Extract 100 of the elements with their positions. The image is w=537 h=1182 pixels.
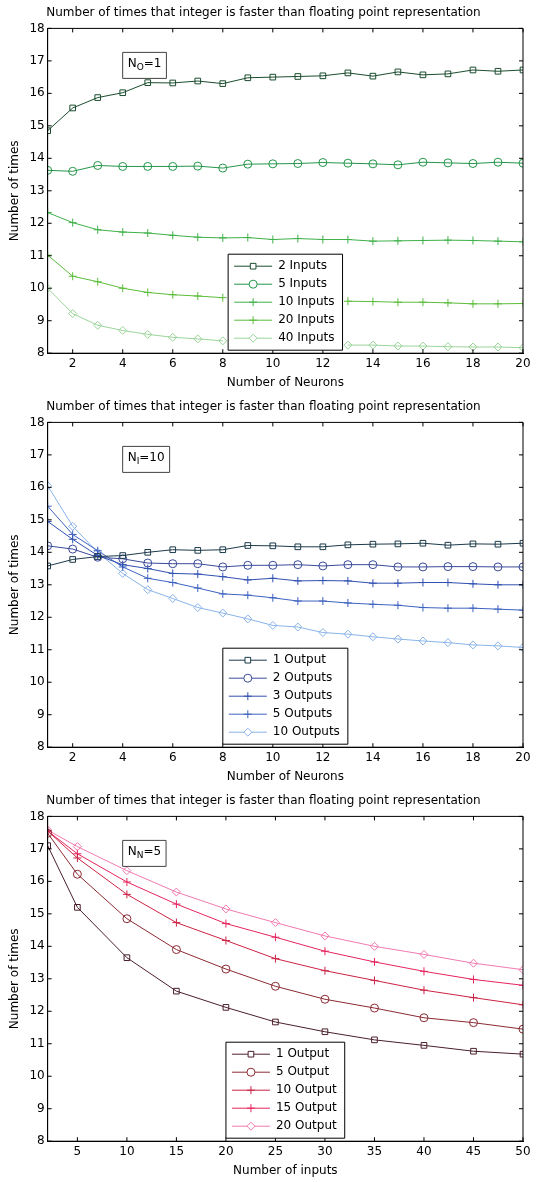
point (119, 552, 127, 559)
point (493, 562, 503, 572)
point (318, 596, 328, 606)
point (122, 866, 132, 876)
point (168, 568, 178, 578)
point (93, 320, 103, 330)
point (293, 234, 303, 244)
point (393, 634, 403, 644)
y-tick-label: 10 (29, 280, 45, 295)
point (219, 546, 227, 554)
point (171, 945, 181, 955)
point (368, 632, 378, 642)
legend-label: 40 Inputs (278, 330, 335, 345)
point (320, 931, 330, 941)
x-tick-label: 4 (118, 355, 127, 370)
legend-label: 20 Inputs (278, 312, 335, 327)
point (118, 325, 128, 335)
legend-label: 15 Output (275, 1100, 338, 1115)
point (443, 158, 453, 168)
point (493, 580, 503, 590)
point (193, 291, 203, 301)
x-tick-label: 8 (218, 355, 227, 370)
point (74, 904, 81, 911)
point (218, 233, 228, 243)
point (119, 89, 127, 97)
point (320, 966, 330, 976)
point (243, 159, 253, 169)
point (368, 599, 378, 609)
point (468, 342, 478, 352)
y-tick-label: 14 (29, 150, 45, 165)
point (468, 603, 478, 613)
legend-label: 1 Output (275, 1046, 330, 1061)
x-tick-label: 8 (218, 749, 227, 764)
point (393, 562, 403, 572)
x-tick-label: 45 (465, 1143, 482, 1158)
point (418, 341, 428, 351)
point (419, 966, 429, 976)
point (444, 70, 452, 78)
point (394, 540, 402, 548)
point (268, 593, 278, 603)
point (393, 578, 403, 588)
point (118, 283, 128, 293)
x-tick-label: 12 (315, 749, 331, 764)
point (218, 293, 228, 303)
legend-label: 20 Output (275, 1118, 338, 1133)
point (168, 578, 178, 588)
legend-label: 5 Inputs (278, 276, 327, 291)
y-tick-label: 15 (29, 511, 45, 526)
point (69, 556, 77, 563)
point (218, 163, 228, 173)
point (118, 554, 128, 564)
point (218, 336, 228, 346)
legend-label: 5 Output (275, 1064, 330, 1079)
x-tick-label: 4 (118, 749, 127, 764)
point (469, 540, 477, 548)
point (68, 534, 78, 544)
x-tick-label: 20 (218, 1143, 234, 1158)
point (193, 334, 203, 344)
point (369, 975, 379, 985)
point (368, 297, 378, 307)
legend-label: 10 Output (275, 1082, 338, 1097)
point (218, 562, 228, 572)
point (293, 159, 303, 169)
y-tick-label: 14 (29, 544, 45, 559)
point (394, 68, 402, 76)
point (468, 579, 478, 589)
y-tick-label: 14 (29, 938, 45, 953)
chart-title: Number of times that integer is faster than floating point representation (46, 793, 481, 808)
point (69, 104, 77, 112)
point (493, 641, 503, 651)
y-tick-label: 17 (29, 447, 45, 462)
point (419, 985, 429, 995)
x-tick-label: 16 (415, 749, 431, 764)
point (293, 622, 303, 632)
point (368, 578, 378, 588)
y-tick-label: 13 (29, 182, 45, 197)
legend-label: 10 Inputs (278, 294, 335, 309)
point (393, 160, 403, 170)
point (169, 79, 177, 87)
point (194, 547, 202, 554)
point (268, 235, 278, 245)
point (343, 158, 353, 168)
point (93, 277, 103, 287)
point (493, 604, 503, 614)
point (318, 576, 328, 586)
point (171, 887, 181, 897)
x-tick-label: 14 (365, 355, 381, 370)
point (168, 230, 178, 240)
y-tick-label: 12 (29, 609, 45, 624)
y-tick-label: 9 (37, 312, 45, 327)
x-tick-label: 18 (465, 355, 481, 370)
point (393, 297, 403, 307)
point (270, 918, 280, 928)
point (221, 935, 231, 945)
y-tick-label: 11 (29, 641, 45, 656)
point (244, 74, 252, 82)
point (122, 877, 132, 887)
point (320, 946, 330, 956)
y-tick-label: 15 (29, 117, 45, 132)
point (468, 235, 478, 245)
